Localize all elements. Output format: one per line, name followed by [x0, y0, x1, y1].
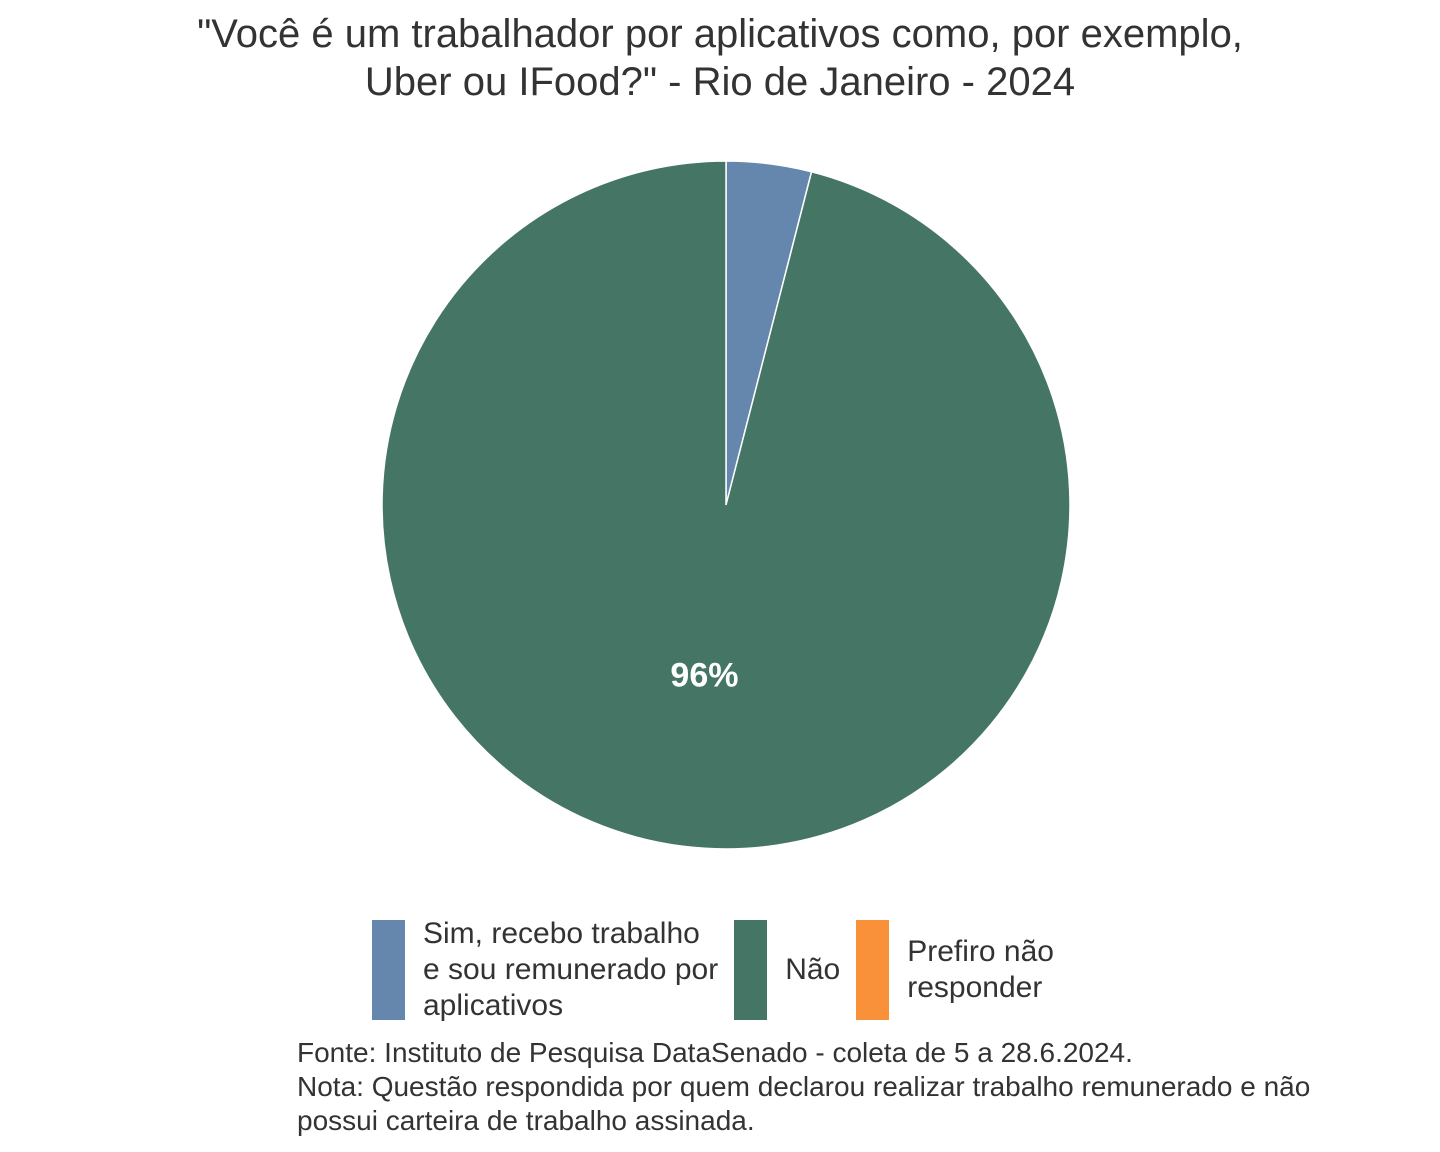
legend-item-nao: Não [734, 920, 840, 1020]
legend-label-nao: Não [785, 953, 841, 986]
chart-title: "Você é um trabalhador por aplicativos c… [0, 10, 1440, 106]
caption-note-line-2: possui carteira de trabalho assinada. [297, 1105, 755, 1136]
caption-note-line-1: Nota: Questão respondida por quem declar… [297, 1071, 1311, 1102]
legend-swatch-sim [372, 920, 405, 1020]
legend-item-sim: Sim, recebo trabalho e sou remunerado po… [372, 916, 718, 1024]
caption-source: Fonte: Instituto de Pesquisa DataSenado … [297, 1037, 1133, 1068]
pie-data-label-1: 96% [670, 657, 738, 695]
legend-item-prefiro: Prefiro não responder [856, 920, 1054, 1020]
legend-swatch-prefiro [856, 920, 890, 1020]
pie-slice-1 [381, 160, 1071, 850]
legend-swatch-nao [734, 920, 768, 1020]
legend-label-sim: Sim, recebo trabalho e sou remunerado po… [423, 917, 719, 1022]
chart-caption: Fonte: Instituto de Pesquisa DataSenado … [297, 1036, 1310, 1138]
pie-chart: 96% [381, 160, 1071, 850]
chart-title-line-1: "Você é um trabalhador por aplicativos c… [197, 12, 1243, 56]
legend-label-prefiro: Prefiro não responder [907, 935, 1054, 1004]
chart-title-line-2: Uber ou IFood?" - Rio de Janeiro - 2024 [364, 60, 1076, 104]
legend: Sim, recebo trabalho e sou remunerado po… [372, 917, 1070, 1022]
